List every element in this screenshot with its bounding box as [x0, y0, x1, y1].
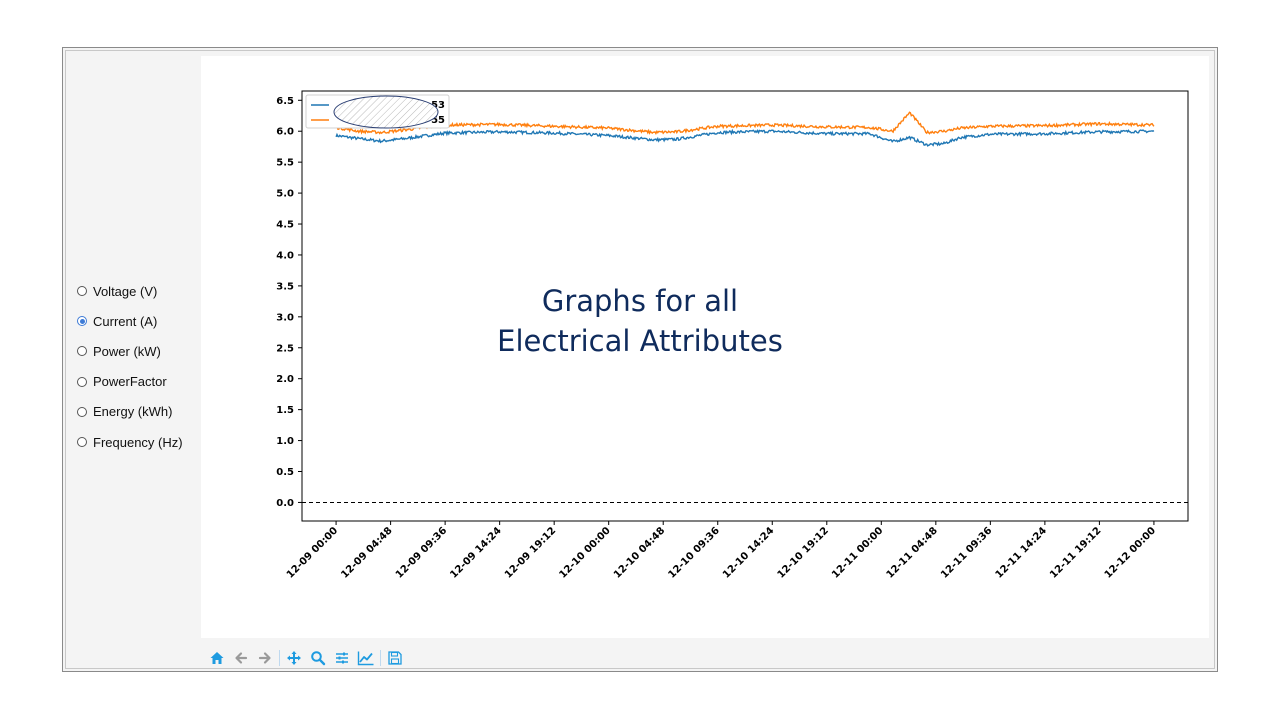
plot-canvas[interactable]: 0.0 0.5 1.0 1.5 2.0 2.5 3.0 3.5 4.0 4.5 5.0 5.5 6.0 6…	[201, 56, 1209, 638]
x-tick-label: 12-09 14:24	[448, 525, 503, 580]
radio-button-icon[interactable]	[77, 286, 87, 297]
edit-axis-button[interactable]	[354, 647, 378, 669]
save-button[interactable]	[383, 647, 407, 669]
radio-label: Energy (kWh)	[93, 404, 173, 420]
y-tick-label: 2.5	[276, 343, 294, 354]
redaction-ellipse	[333, 95, 439, 129]
home-icon	[210, 652, 224, 664]
radio-label: Voltage (V)	[93, 283, 158, 299]
back-button[interactable]	[229, 647, 253, 669]
x-tick-label: 12-12 00:00	[1103, 525, 1158, 580]
x-tick-label: 12-11 09:36	[939, 525, 994, 580]
x-tick-label: 12-10 04:48	[612, 525, 667, 580]
configure-subplots-icon	[336, 652, 348, 664]
edit-axis-icon	[357, 651, 374, 666]
x-tick-label: 12-09 09:36	[394, 525, 449, 580]
legend-label-fragment-2: 55	[431, 115, 445, 126]
radio-label: PowerFactor	[93, 374, 167, 390]
y-tick-label: 1.5	[276, 405, 294, 416]
radio-voltage[interactable]: Voltage (V)	[77, 276, 183, 306]
radio-power[interactable]: Power (kW)	[77, 336, 183, 366]
radio-label: Frequency (Hz)	[93, 434, 183, 450]
x-tick-label: 12-09 04:48	[339, 525, 394, 580]
x-tick-label: 12-10 00:00	[557, 525, 612, 580]
y-tick-label: 4.5	[276, 220, 294, 231]
radio-list: Voltage (V) Current (A) Power (kW) Power…	[77, 276, 183, 457]
navigation-toolbar	[205, 646, 407, 670]
x-tick-label: 12-11 14:24	[994, 525, 1049, 580]
forward-button[interactable]	[253, 647, 277, 669]
y-tick-label: 1.0	[276, 436, 294, 447]
current-line-chart: 0.0 0.5 1.0 1.5 2.0 2.5 3.0 3.5 4.0 4.5 5.0 5.5 6.0 6…	[276, 90, 1189, 581]
radio-current[interactable]: Current (A)	[77, 306, 183, 336]
forward-arrow-icon	[258, 652, 271, 664]
zoom-icon	[311, 651, 326, 666]
radio-button-icon[interactable]	[77, 437, 87, 448]
radio-label: Current (A)	[93, 313, 158, 329]
y-tick-label: 6.0	[276, 127, 294, 138]
radio-energy[interactable]: Energy (kWh)	[77, 397, 183, 427]
overlay-title-line2: Electrical Attributes	[497, 324, 783, 358]
toolbar-separator	[279, 650, 280, 666]
y-tick-label: 0.0	[276, 498, 294, 509]
y-tick-label: 4.0	[276, 250, 294, 261]
radio-button-icon[interactable]	[77, 346, 87, 357]
toolbar-separator	[380, 650, 381, 666]
save-icon	[388, 651, 402, 665]
radio-button-icon[interactable]	[77, 316, 87, 327]
radio-powerfactor[interactable]: PowerFactor	[77, 367, 183, 397]
y-tick-label: 5.0	[276, 189, 294, 200]
y-tick-label: 3.0	[276, 312, 294, 323]
x-tick-label: 12-09 19:12	[503, 525, 558, 580]
app-window: Voltage (V) Current (A) Power (kW) Power…	[62, 47, 1218, 672]
x-tick-label: 12-11 04:48	[885, 525, 940, 580]
x-tick-label: 12-10 09:36	[666, 525, 721, 580]
y-tick-label: 5.5	[276, 158, 294, 169]
series-line-1	[335, 128, 1155, 147]
overlay-title-line1: Graphs for all	[541, 284, 739, 318]
x-tick-label: 12-11 00:00	[830, 525, 885, 580]
pan-button[interactable]	[282, 647, 306, 669]
series-line-2	[335, 111, 1155, 136]
legend-label-fragment-1: 53	[431, 100, 445, 111]
x-tick-label: 12-10 19:12	[776, 525, 831, 580]
radio-frequency[interactable]: Frequency (Hz)	[77, 427, 183, 457]
configure-subplots-button[interactable]	[330, 647, 354, 669]
radio-button-icon[interactable]	[77, 406, 87, 417]
zoom-button[interactable]	[306, 647, 330, 669]
radio-button-icon[interactable]	[77, 376, 87, 387]
y-tick-label: 2.0	[276, 374, 294, 385]
y-tick-label: 3.5	[276, 281, 294, 292]
x-tick-label: 12-11 19:12	[1048, 525, 1103, 580]
home-button[interactable]	[205, 647, 229, 669]
attribute-selector: Voltage (V) Current (A) Power (kW) Power…	[63, 48, 201, 671]
x-tick-label: 12-10 14:24	[721, 525, 776, 580]
pan-icon	[287, 651, 301, 665]
axes-frame	[301, 90, 1189, 522]
y-tick-label: 0.5	[276, 467, 294, 478]
radio-label: Power (kW)	[93, 343, 161, 359]
x-tick-label: 12-09 00:00	[285, 525, 340, 580]
y-tick-label: 6.5	[276, 96, 294, 107]
back-arrow-icon	[235, 652, 248, 664]
